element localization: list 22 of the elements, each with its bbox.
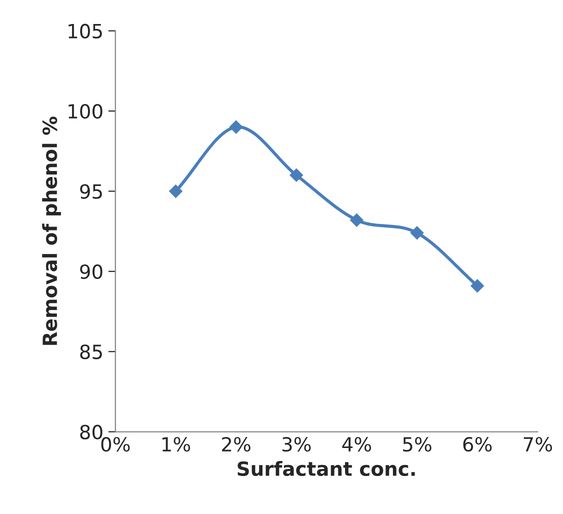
y-tick-label: 85 (80, 344, 102, 360)
point (229, 120, 243, 134)
x-tick-label: 3% (282, 436, 311, 452)
x-axis-title: Surfactant conc. (238, 460, 415, 476)
x-tick-label: 4% (342, 436, 372, 452)
x-tick-label: 6% (463, 436, 492, 452)
y-tick-label: 105 (68, 24, 102, 39)
y-axis-title: Removal of phenol % (42, 116, 61, 345)
y-tick-label: 100 (68, 104, 102, 119)
y-tick-label: 80 (80, 424, 102, 440)
x-tick-label: 2% (222, 436, 250, 452)
x-tick-label: 7% (524, 436, 552, 452)
point (470, 279, 484, 292)
x-tick-label: 5% (403, 436, 432, 452)
point (410, 226, 424, 240)
point (169, 184, 182, 198)
point (350, 213, 364, 227)
x-tick-label: 1% (162, 436, 190, 452)
x-tick-label: 0% (101, 436, 130, 452)
y-tick-label: 90 (80, 264, 102, 280)
y-tick-label: 95 (80, 184, 102, 199)
point (290, 168, 303, 182)
